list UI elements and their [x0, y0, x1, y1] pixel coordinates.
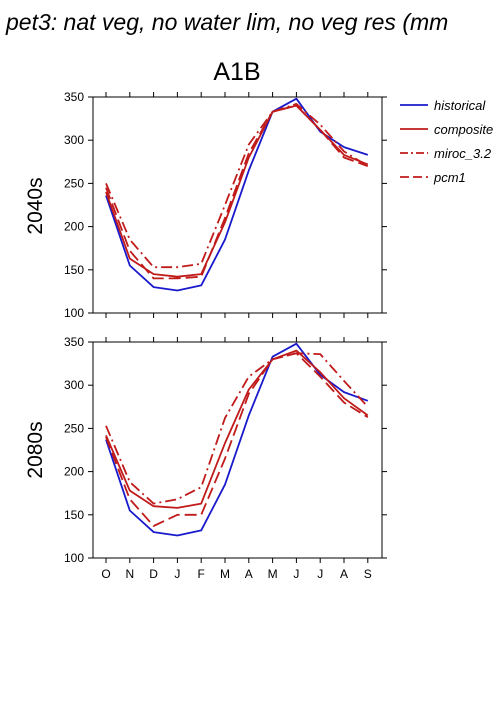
legend-label: composite [434, 122, 493, 137]
row-label-2080s: 2080s [24, 421, 47, 478]
panel-2040s: 2040s 100 150 200 250 300 350 [24, 90, 387, 320]
y-tick-label: 150 [64, 263, 84, 277]
x-tick-label: M [220, 567, 230, 581]
plot-frame [92, 96, 383, 314]
x-tick-label: N [125, 567, 134, 581]
scenario-label: A1B [213, 58, 260, 86]
x-tick-label: S [364, 567, 372, 581]
legend-label: historical [434, 98, 486, 113]
x-tick-label: J [174, 567, 180, 581]
y-tick-label: 250 [64, 176, 84, 190]
y-tick-label: 200 [64, 465, 84, 479]
legend-label: pcm1 [433, 170, 466, 185]
y-tick-label: 100 [64, 551, 84, 565]
series-line-composite [105, 104, 369, 278]
series-line-composite [105, 349, 369, 509]
series-line-pcm1 [105, 352, 369, 527]
x-tick-label: O [101, 567, 110, 581]
x-tick-label: M [268, 567, 278, 581]
y-tick-label: 350 [64, 335, 84, 349]
x-tick-label: A [340, 567, 348, 581]
y-tick-label: 300 [64, 133, 84, 147]
legend: historical composite miroc_3.2 pcm1 [400, 98, 493, 185]
series-line-miroc-3-2 [105, 103, 369, 269]
y-tick-label: 250 [64, 421, 84, 435]
panel-2080s: 2080s 100 150 200 250 300 350 O N D J F M A M J J A S [24, 335, 387, 581]
x-tick-label: J [317, 567, 323, 581]
x-tick-label: F [198, 567, 205, 581]
row-label-2040s: 2040s [24, 177, 47, 234]
series-line-historical [105, 342, 369, 537]
y-tick-label: 200 [64, 220, 84, 234]
plot-frame [92, 341, 383, 559]
y-tick-label: 100 [64, 306, 84, 320]
series-line-pcm1 [105, 104, 369, 280]
figure-title: pet3: nat veg, no water lim, no veg res … [5, 9, 448, 35]
y-tick-label: 150 [64, 508, 84, 522]
y-tick-label: 350 [64, 90, 84, 104]
series-line-miroc-3-2 [105, 352, 369, 505]
x-tick-label: A [245, 567, 253, 581]
legend-label: miroc_3.2 [434, 146, 492, 161]
x-tick-label: J [293, 567, 299, 581]
x-tick-label: D [149, 567, 158, 581]
y-tick-label: 300 [64, 378, 84, 392]
series-line-historical [105, 97, 369, 292]
